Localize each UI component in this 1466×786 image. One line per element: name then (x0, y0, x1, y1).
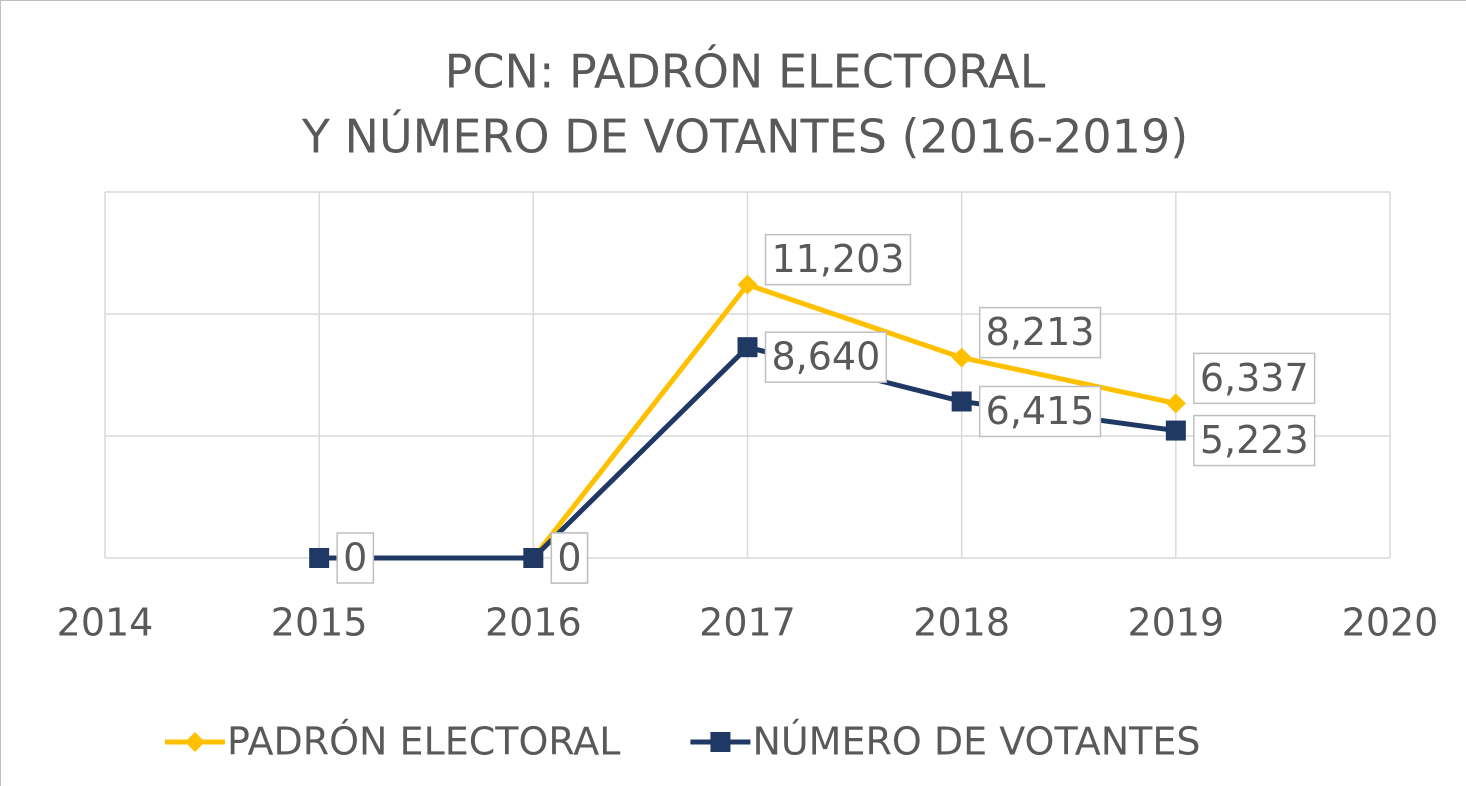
data-label-box (1193, 352, 1316, 405)
data-label: 6,415 (986, 389, 1095, 433)
x-tick-label: 2020 (1342, 601, 1439, 645)
marker (951, 391, 972, 412)
x-tick-label: 2018 (913, 601, 1010, 645)
data-label-box (764, 233, 912, 286)
x-tick-label: 2015 (271, 601, 368, 645)
data-label: 0 (343, 536, 367, 580)
data-label-box (978, 306, 1102, 359)
chart-subtitle: Y NÚMERO DE VOTANTES (2016-2019) (301, 110, 1188, 164)
chart-title: PCN: PADRÓN ELECTORAL (445, 45, 1046, 99)
marker (309, 548, 330, 568)
series-line (531, 281, 1177, 560)
marker (1165, 420, 1186, 441)
marker (737, 274, 758, 295)
legend-label: PADRÓN ELECTORAL (227, 720, 620, 764)
data-label-box (336, 532, 375, 584)
data-label-box (764, 331, 888, 383)
marker (523, 548, 544, 568)
data-label-box (1193, 414, 1316, 467)
data-label-box (978, 385, 1102, 438)
marker (737, 337, 758, 358)
data-label: 8,213 (986, 310, 1095, 354)
data-label-box (550, 532, 589, 584)
marker (1165, 393, 1186, 414)
data-label: 6,337 (1200, 356, 1309, 400)
data-label: 5,223 (1200, 418, 1309, 462)
data-label: 8,640 (772, 335, 881, 379)
marker (185, 732, 205, 752)
marker (710, 732, 731, 752)
data-label: 11,203 (772, 237, 905, 281)
x-tick-label: 2016 (485, 601, 582, 645)
marker (951, 347, 972, 368)
x-tick-label: 2017 (699, 601, 796, 645)
data-label: 0 (557, 536, 581, 580)
legend-label: NÚMERO DE VOTANTES (752, 720, 1200, 764)
x-tick-label: 2019 (1127, 601, 1224, 645)
x-tick-label: 2014 (57, 601, 154, 645)
